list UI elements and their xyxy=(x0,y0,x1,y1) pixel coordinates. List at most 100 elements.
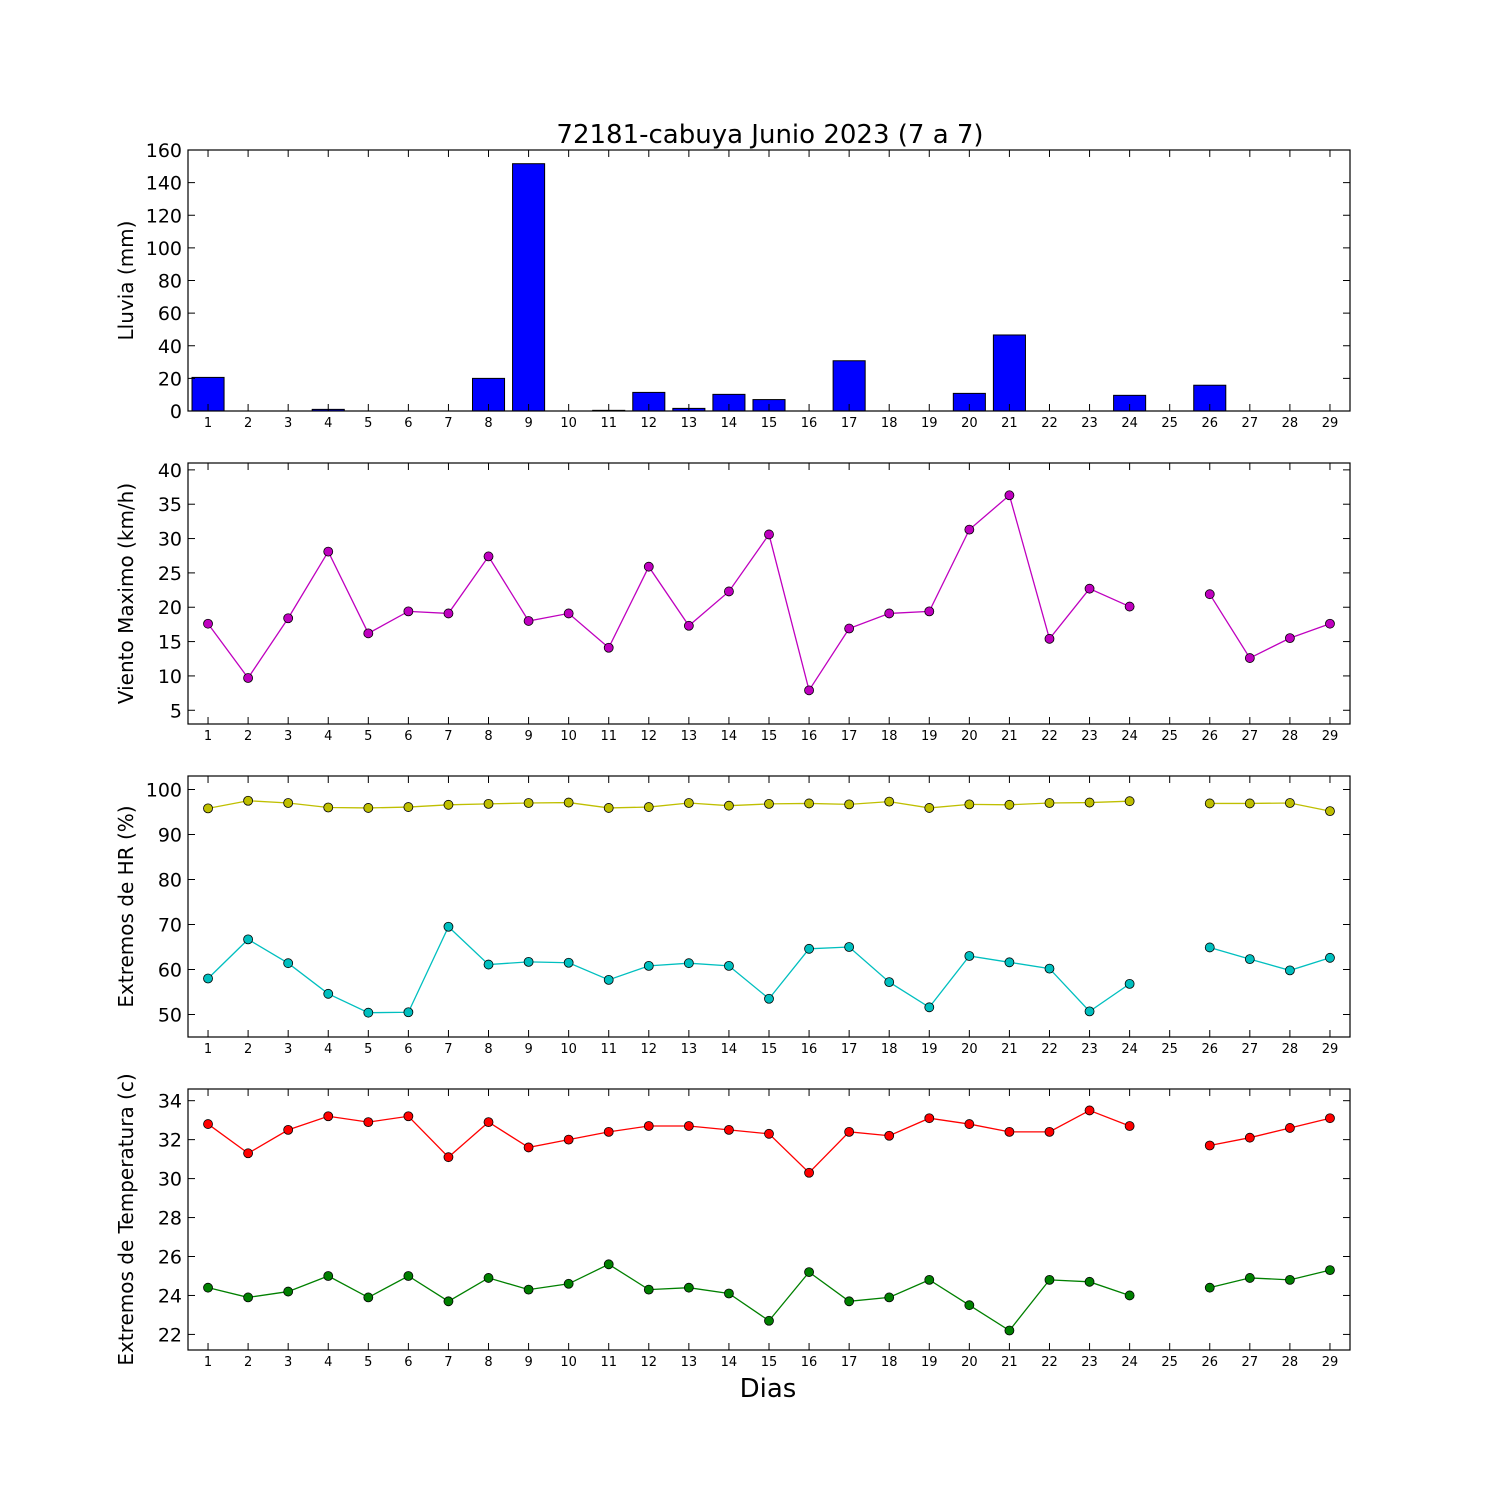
x-tick-label: 9 xyxy=(524,1355,532,1370)
series-2-point-day-15 xyxy=(764,1315,774,1326)
x-tick-label: 9 xyxy=(524,416,532,431)
series-1-point-day-4 xyxy=(323,546,334,557)
series-1-point-day-11 xyxy=(603,642,614,653)
series-1-point-day-29 xyxy=(1325,1113,1335,1124)
x-tick-label: 15 xyxy=(761,1042,778,1057)
x-tick-label: 19 xyxy=(921,1355,938,1370)
series-1-point-day-22 xyxy=(1044,633,1055,644)
x-tick-label: 21 xyxy=(1001,1042,1018,1057)
series-2-point-day-20 xyxy=(964,1300,975,1311)
axes-frame xyxy=(187,462,1351,725)
series-2-point-day-17 xyxy=(844,942,855,952)
series-2-point-day-6 xyxy=(403,1271,414,1281)
x-tick-label: 14 xyxy=(721,416,738,431)
series-1-point-day-29 xyxy=(1325,618,1335,629)
series-1-point-day-11 xyxy=(603,1126,614,1137)
x-tick-label: 22 xyxy=(1041,729,1058,744)
x-tick-label: 17 xyxy=(841,416,858,431)
x-tick-label: 9 xyxy=(524,1042,532,1057)
series-1-line-segment xyxy=(1209,802,1331,812)
series-1-line-segment xyxy=(1209,593,1331,659)
series-2-point-day-18 xyxy=(884,977,895,987)
y-tick-label: 100 xyxy=(146,780,182,802)
series-2-point-day-29 xyxy=(1325,952,1335,963)
x-tick-label: 24 xyxy=(1121,1042,1138,1057)
series-2-point-day-20 xyxy=(964,951,975,961)
x-tick-label: 4 xyxy=(324,1042,332,1057)
x-tick-label: 19 xyxy=(921,416,938,431)
x-tick-label: 6 xyxy=(404,416,412,431)
series-2-point-day-12 xyxy=(643,1284,654,1295)
x-tick-label: 7 xyxy=(444,729,452,744)
series-1-point-day-15 xyxy=(764,1128,774,1139)
x-tick-label: 16 xyxy=(801,1042,818,1057)
series-2-point-day-22 xyxy=(1044,963,1055,974)
series-1-point-day-11 xyxy=(603,803,614,813)
x-tick-label: 13 xyxy=(681,416,698,431)
series-1-point-day-10 xyxy=(563,1134,574,1145)
x-tick-label: 5 xyxy=(364,416,372,431)
series-1-point-day-28 xyxy=(1285,1123,1295,1133)
series-1-point-day-5 xyxy=(363,803,374,813)
x-tick-label: 10 xyxy=(560,1042,577,1057)
series-1-point-day-10 xyxy=(563,797,574,808)
series-1-point-day-18 xyxy=(884,796,895,807)
y-tick-label: 20 xyxy=(158,597,182,619)
series-2-point-day-24 xyxy=(1124,979,1135,989)
x-tick-label: 27 xyxy=(1242,416,1259,431)
series-1-point-day-2 xyxy=(243,1148,254,1159)
x-tick-label: 27 xyxy=(1242,729,1259,744)
x-tick-label: 21 xyxy=(1001,729,1018,744)
series-2-point-day-23 xyxy=(1084,1276,1095,1287)
y-tick-label: 140 xyxy=(146,173,182,195)
x-tick-label: 23 xyxy=(1081,1355,1098,1370)
series-1-point-day-27 xyxy=(1244,653,1255,663)
x-tick-label: 27 xyxy=(1242,1042,1259,1057)
y-tick-label: 40 xyxy=(158,460,182,482)
x-tick-label: 1 xyxy=(204,1042,212,1057)
axes-frame xyxy=(187,149,1351,412)
series-1-point-day-22 xyxy=(1044,798,1055,808)
x-tick-label: 22 xyxy=(1041,416,1058,431)
x-tick-label: 21 xyxy=(1001,1355,1018,1370)
x-tick-label: 29 xyxy=(1322,416,1339,431)
x-tick-label: 28 xyxy=(1282,1042,1299,1057)
x-tick-label: 23 xyxy=(1081,1042,1098,1057)
series-1-point-day-12 xyxy=(643,802,654,812)
x-tick-label: 14 xyxy=(721,1355,738,1370)
series-1-point-day-15 xyxy=(764,799,774,809)
series-1-point-day-26 xyxy=(1204,798,1215,809)
x-tick-label: 1 xyxy=(204,416,212,431)
x-tick-label: 13 xyxy=(681,1355,698,1370)
y-tick-label: 10 xyxy=(158,666,182,688)
series-1-point-day-13 xyxy=(683,798,694,808)
series-1-point-day-20 xyxy=(964,524,975,535)
y-tick-label: 20 xyxy=(158,368,182,390)
series-2-point-day-2 xyxy=(243,934,254,945)
y-tick-label: 5 xyxy=(170,700,182,722)
series-2-point-day-19 xyxy=(924,1274,935,1285)
x-tick-label: 23 xyxy=(1081,416,1098,431)
series-2-point-day-13 xyxy=(683,1282,694,1293)
series-1-point-day-18 xyxy=(884,608,895,619)
x-tick-label: 10 xyxy=(560,416,577,431)
y-tick-label: 120 xyxy=(146,205,182,227)
series-1-point-day-23 xyxy=(1084,583,1095,594)
series-1-point-day-21 xyxy=(1004,1126,1015,1137)
series-1-point-day-23 xyxy=(1084,797,1095,808)
x-tick-label: 12 xyxy=(641,729,658,744)
x-tick-label: 11 xyxy=(600,729,617,744)
series-1-point-day-14 xyxy=(724,1125,734,1135)
series-1-point-day-19 xyxy=(924,606,935,617)
series-2-point-day-5 xyxy=(363,1292,374,1303)
series-1-point-day-3 xyxy=(283,1125,294,1135)
x-tick-label: 7 xyxy=(444,416,452,431)
series-1-point-day-17 xyxy=(844,1126,855,1137)
x-tick-label: 15 xyxy=(761,729,778,744)
series-1-point-day-20 xyxy=(964,799,975,810)
series-2-point-day-28 xyxy=(1285,1274,1295,1285)
x-tick-label: 20 xyxy=(961,1355,978,1370)
